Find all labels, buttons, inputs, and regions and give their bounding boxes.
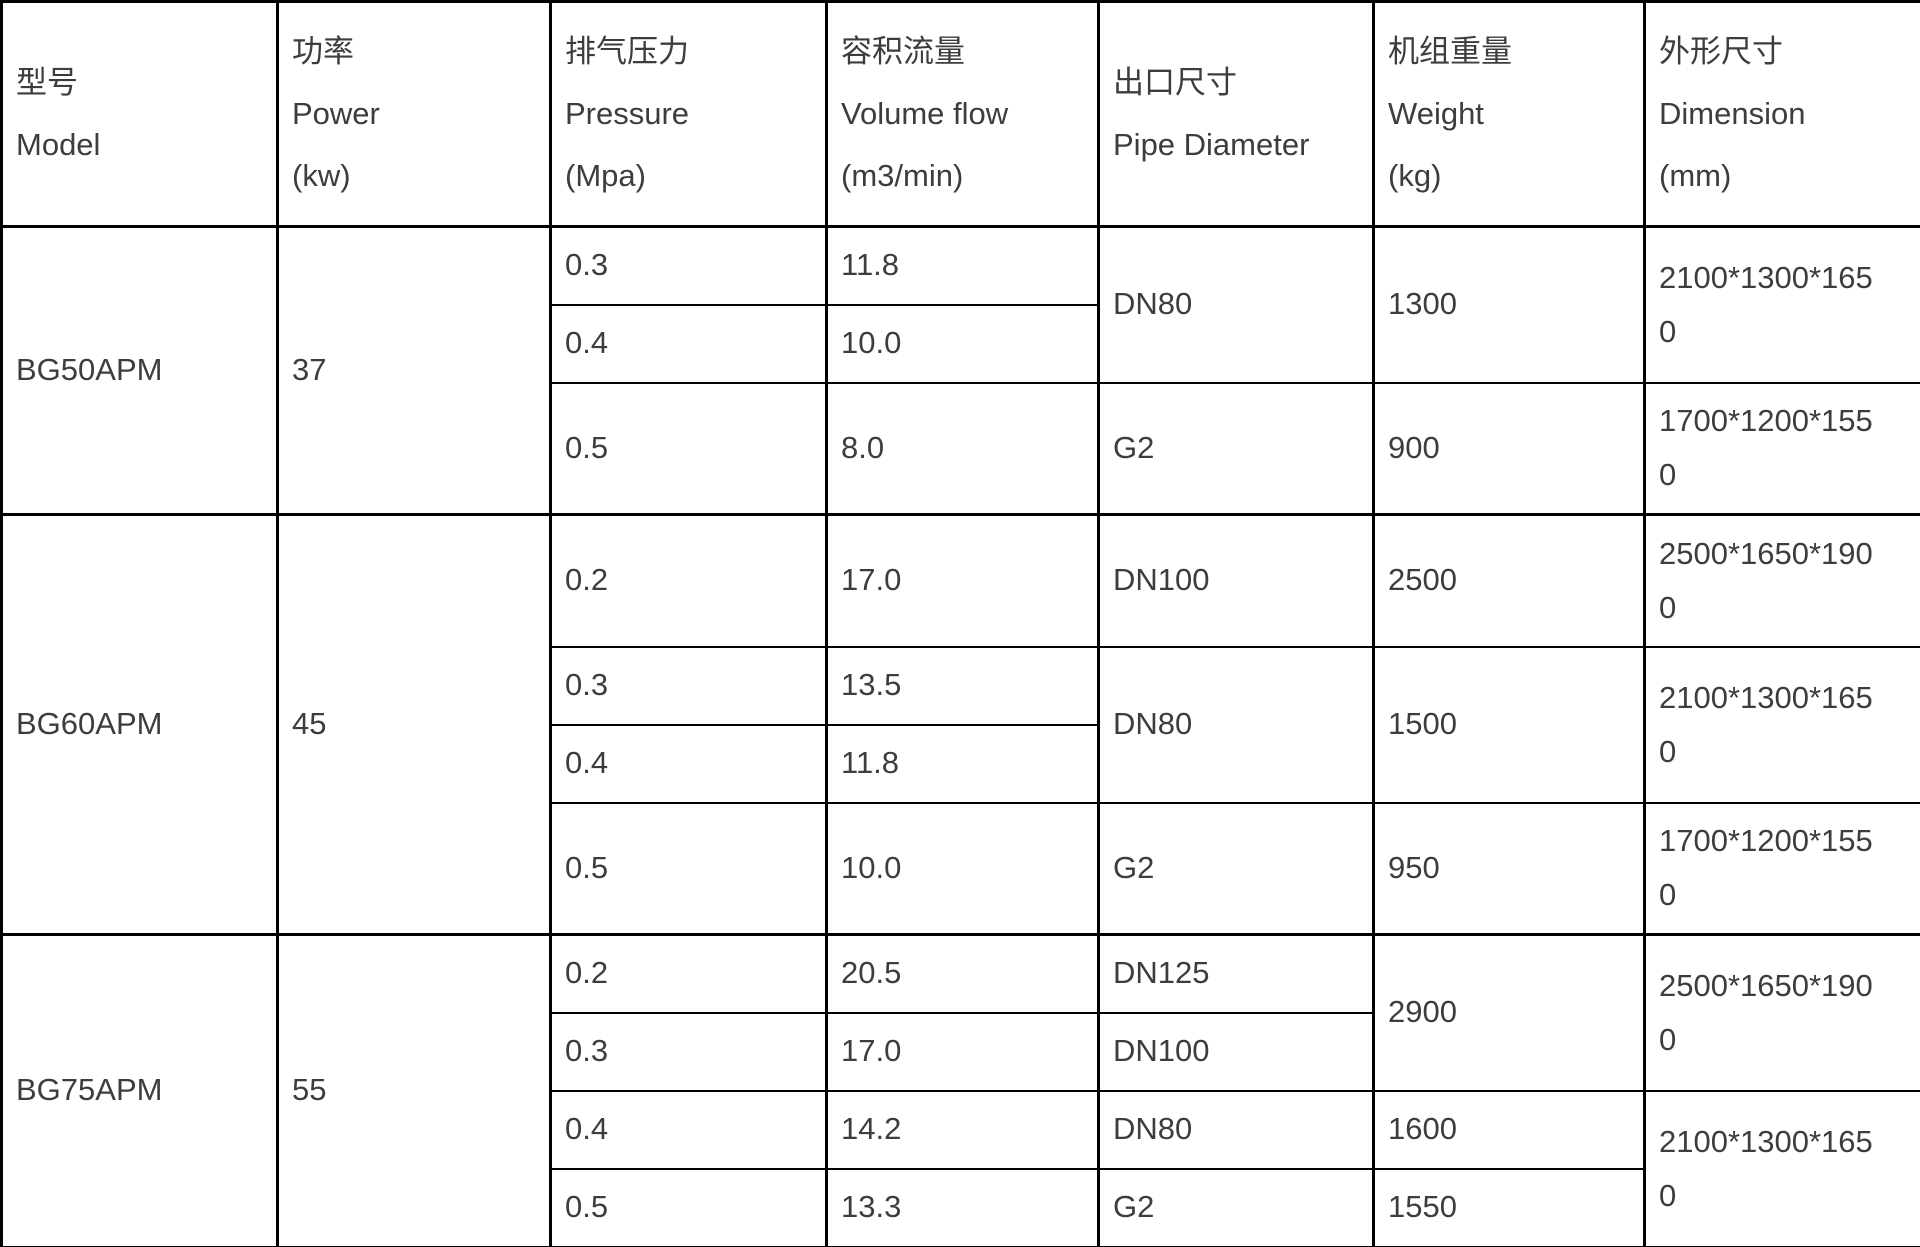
model-cell: BG50APM (0, 225, 279, 516)
header-dimension-en: Dimension (1659, 96, 1806, 131)
header-power-zh: 功率 (292, 34, 354, 69)
dimension-value: 2100*1300*1650 (1659, 1123, 1873, 1213)
dimension-cell: 2100*1300*1650 (1643, 225, 1920, 384)
model-cell: BG75APM (0, 933, 279, 1247)
flow-cell: 13.3 (825, 1167, 1100, 1247)
table-row: BG60APM 45 0.2 17.0 DN100 2500 2500*1650… (0, 513, 1920, 936)
flow-cell: 10.0 (825, 303, 1100, 384)
weight-cell: 1550 (1372, 1167, 1646, 1247)
header-model-en: Model (16, 127, 101, 162)
pressure-cell: 0.5 (549, 1167, 828, 1247)
header-power: 功率 Power (kw) (276, 0, 552, 228)
dimension-value: 1700*1200*1550 (1659, 823, 1873, 913)
header-weight-zh: 机组重量 (1388, 34, 1512, 69)
flow-cell: 17.0 (825, 513, 1100, 648)
weight-cell: 2500 (1372, 513, 1646, 648)
pressure-cell: 0.3 (549, 645, 828, 726)
header-pressure-en: Pressure (565, 96, 690, 131)
flow-cell: 20.5 (825, 933, 1100, 1014)
pipe-cell: DN100 (1097, 1011, 1375, 1092)
power-cell: 37 (276, 225, 552, 516)
header-weight: 机组重量 Weight (kg) (1372, 0, 1646, 228)
pressure-cell: 0.5 (549, 381, 828, 516)
pressure-cell: 0.3 (549, 1011, 828, 1092)
header-model: 型号 Model (0, 0, 279, 228)
weight-cell: 950 (1372, 801, 1646, 936)
model-cell: BG60APM (0, 513, 279, 936)
table-row: 0.3 13.5 DN80 1500 2100*1300*1650 (2, 645, 1920, 804)
flow-cell: 10.0 (825, 801, 1100, 936)
pressure-cell: 0.3 (549, 225, 828, 306)
header-row: 型号 Model 功率 Power (kw) 排气压力 Pressure (Mp… (0, 0, 1920, 228)
pipe-cell: DN80 (1097, 225, 1375, 384)
power-cell: 55 (276, 933, 552, 1247)
table-row: 0.5 8.0 G2 900 1700*1200*1550 (2, 381, 1920, 516)
header-weight-en: Weight (1388, 96, 1484, 131)
pipe-cell: DN100 (1097, 513, 1375, 648)
header-dimension-unit: (mm) (1659, 158, 1732, 193)
header-pipe-diameter-zh: 出口尺寸 (1113, 65, 1237, 100)
dimension-cell: 2500*1650*1900 (1643, 933, 1920, 1092)
dimension-value: 2500*1650*1900 (1659, 967, 1873, 1057)
weight-cell: 2900 (1372, 933, 1646, 1092)
weight-cell: 1500 (1372, 645, 1646, 804)
dimension-cell: 2100*1300*1650 (1643, 1089, 1920, 1247)
pipe-cell: DN80 (1097, 645, 1375, 804)
header-power-unit: (kw) (292, 158, 351, 193)
header-pipe-diameter: 出口尺寸 Pipe Diameter (1097, 0, 1375, 228)
header-pipe-diameter-en: Pipe Diameter (1113, 127, 1310, 162)
table-row: 0.5 13.3 G2 1550 (2, 1167, 1920, 1247)
table-row: 0.5 10.0 G2 950 1700*1200*1550 (2, 801, 1920, 936)
pressure-cell: 0.4 (549, 303, 828, 384)
header-dimension-zh: 外形尺寸 (1659, 34, 1783, 69)
pressure-cell: 0.2 (549, 513, 828, 648)
table-row: 0.4 10.0 (2, 303, 1920, 384)
header-pressure-zh: 排气压力 (565, 34, 689, 69)
dimension-cell: 1700*1200*1550 (1643, 801, 1920, 936)
header-power-en: Power (292, 96, 380, 131)
pipe-cell: G2 (1097, 801, 1375, 936)
header-weight-unit: (kg) (1388, 158, 1442, 193)
table-row: 0.4 11.8 (2, 723, 1920, 804)
header-volume-flow-zh: 容积流量 (841, 34, 965, 69)
header-model-zh: 型号 (16, 65, 78, 100)
flow-cell: 11.8 (825, 225, 1100, 306)
flow-cell: 14.2 (825, 1089, 1100, 1170)
flow-cell: 13.5 (825, 645, 1100, 726)
pressure-cell: 0.5 (549, 801, 828, 936)
pipe-cell: G2 (1097, 381, 1375, 516)
dimension-value: 1700*1200*1550 (1659, 403, 1873, 493)
dimension-value: 2100*1300*1650 (1659, 259, 1873, 349)
weight-cell: 1600 (1372, 1089, 1646, 1170)
table-row: BG75APM 55 0.2 20.5 DN125 2900 2500*1650… (0, 933, 1920, 1247)
flow-cell: 17.0 (825, 1011, 1100, 1092)
header-pressure: 排气压力 Pressure (Mpa) (549, 0, 828, 228)
pipe-cell: G2 (1097, 1167, 1375, 1247)
header-dimension: 外形尺寸 Dimension (mm) (1643, 0, 1920, 228)
pressure-cell: 0.4 (549, 1089, 828, 1170)
table-row: 0.4 14.2 DN80 1600 2100*1300*1650 (2, 1089, 1920, 1247)
pipe-cell: DN80 (1097, 1089, 1375, 1170)
flow-cell: 11.8 (825, 723, 1100, 804)
header-pressure-unit: (Mpa) (565, 158, 646, 193)
flow-cell: 8.0 (825, 381, 1100, 516)
header-volume-flow-unit: (m3/min) (841, 158, 964, 193)
table-row: BG50APM 37 0.3 11.8 DN80 1300 2100*1300*… (0, 225, 1920, 516)
weight-cell: 900 (1372, 381, 1646, 516)
header-volume-flow-en: Volume flow (841, 96, 1009, 131)
pressure-cell: 0.4 (549, 723, 828, 804)
table-row: 0.3 17.0 DN100 (2, 1011, 1920, 1092)
header-volume-flow: 容积流量 Volume flow (m3/min) (825, 0, 1100, 228)
pipe-cell: DN125 (1097, 933, 1375, 1014)
dimension-value: 2500*1650*1900 (1659, 535, 1873, 625)
power-cell: 45 (276, 513, 552, 936)
dimension-value: 2100*1300*1650 (1659, 679, 1873, 769)
weight-cell: 1300 (1372, 225, 1646, 384)
dimension-cell: 2500*1650*1900 (1643, 513, 1920, 648)
pressure-cell: 0.2 (549, 933, 828, 1014)
dimension-cell: 1700*1200*1550 (1643, 381, 1920, 516)
dimension-cell: 2100*1300*1650 (1643, 645, 1920, 804)
